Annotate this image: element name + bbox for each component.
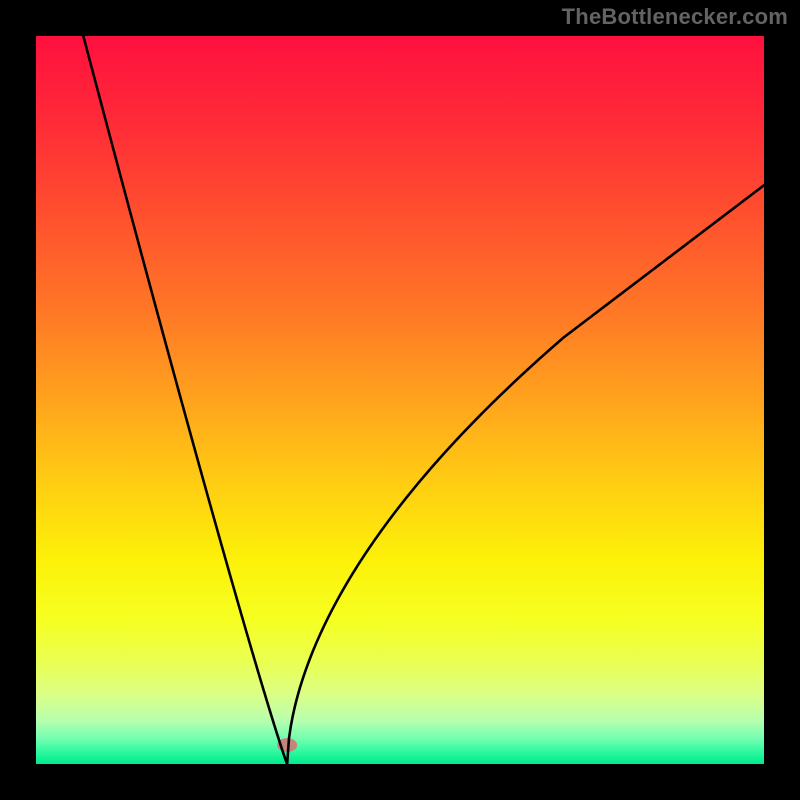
plot-background [36,36,764,764]
watermark-text: TheBottlenecker.com [562,4,788,30]
chart-svg [0,0,800,800]
chart-container: TheBottlenecker.com [0,0,800,800]
